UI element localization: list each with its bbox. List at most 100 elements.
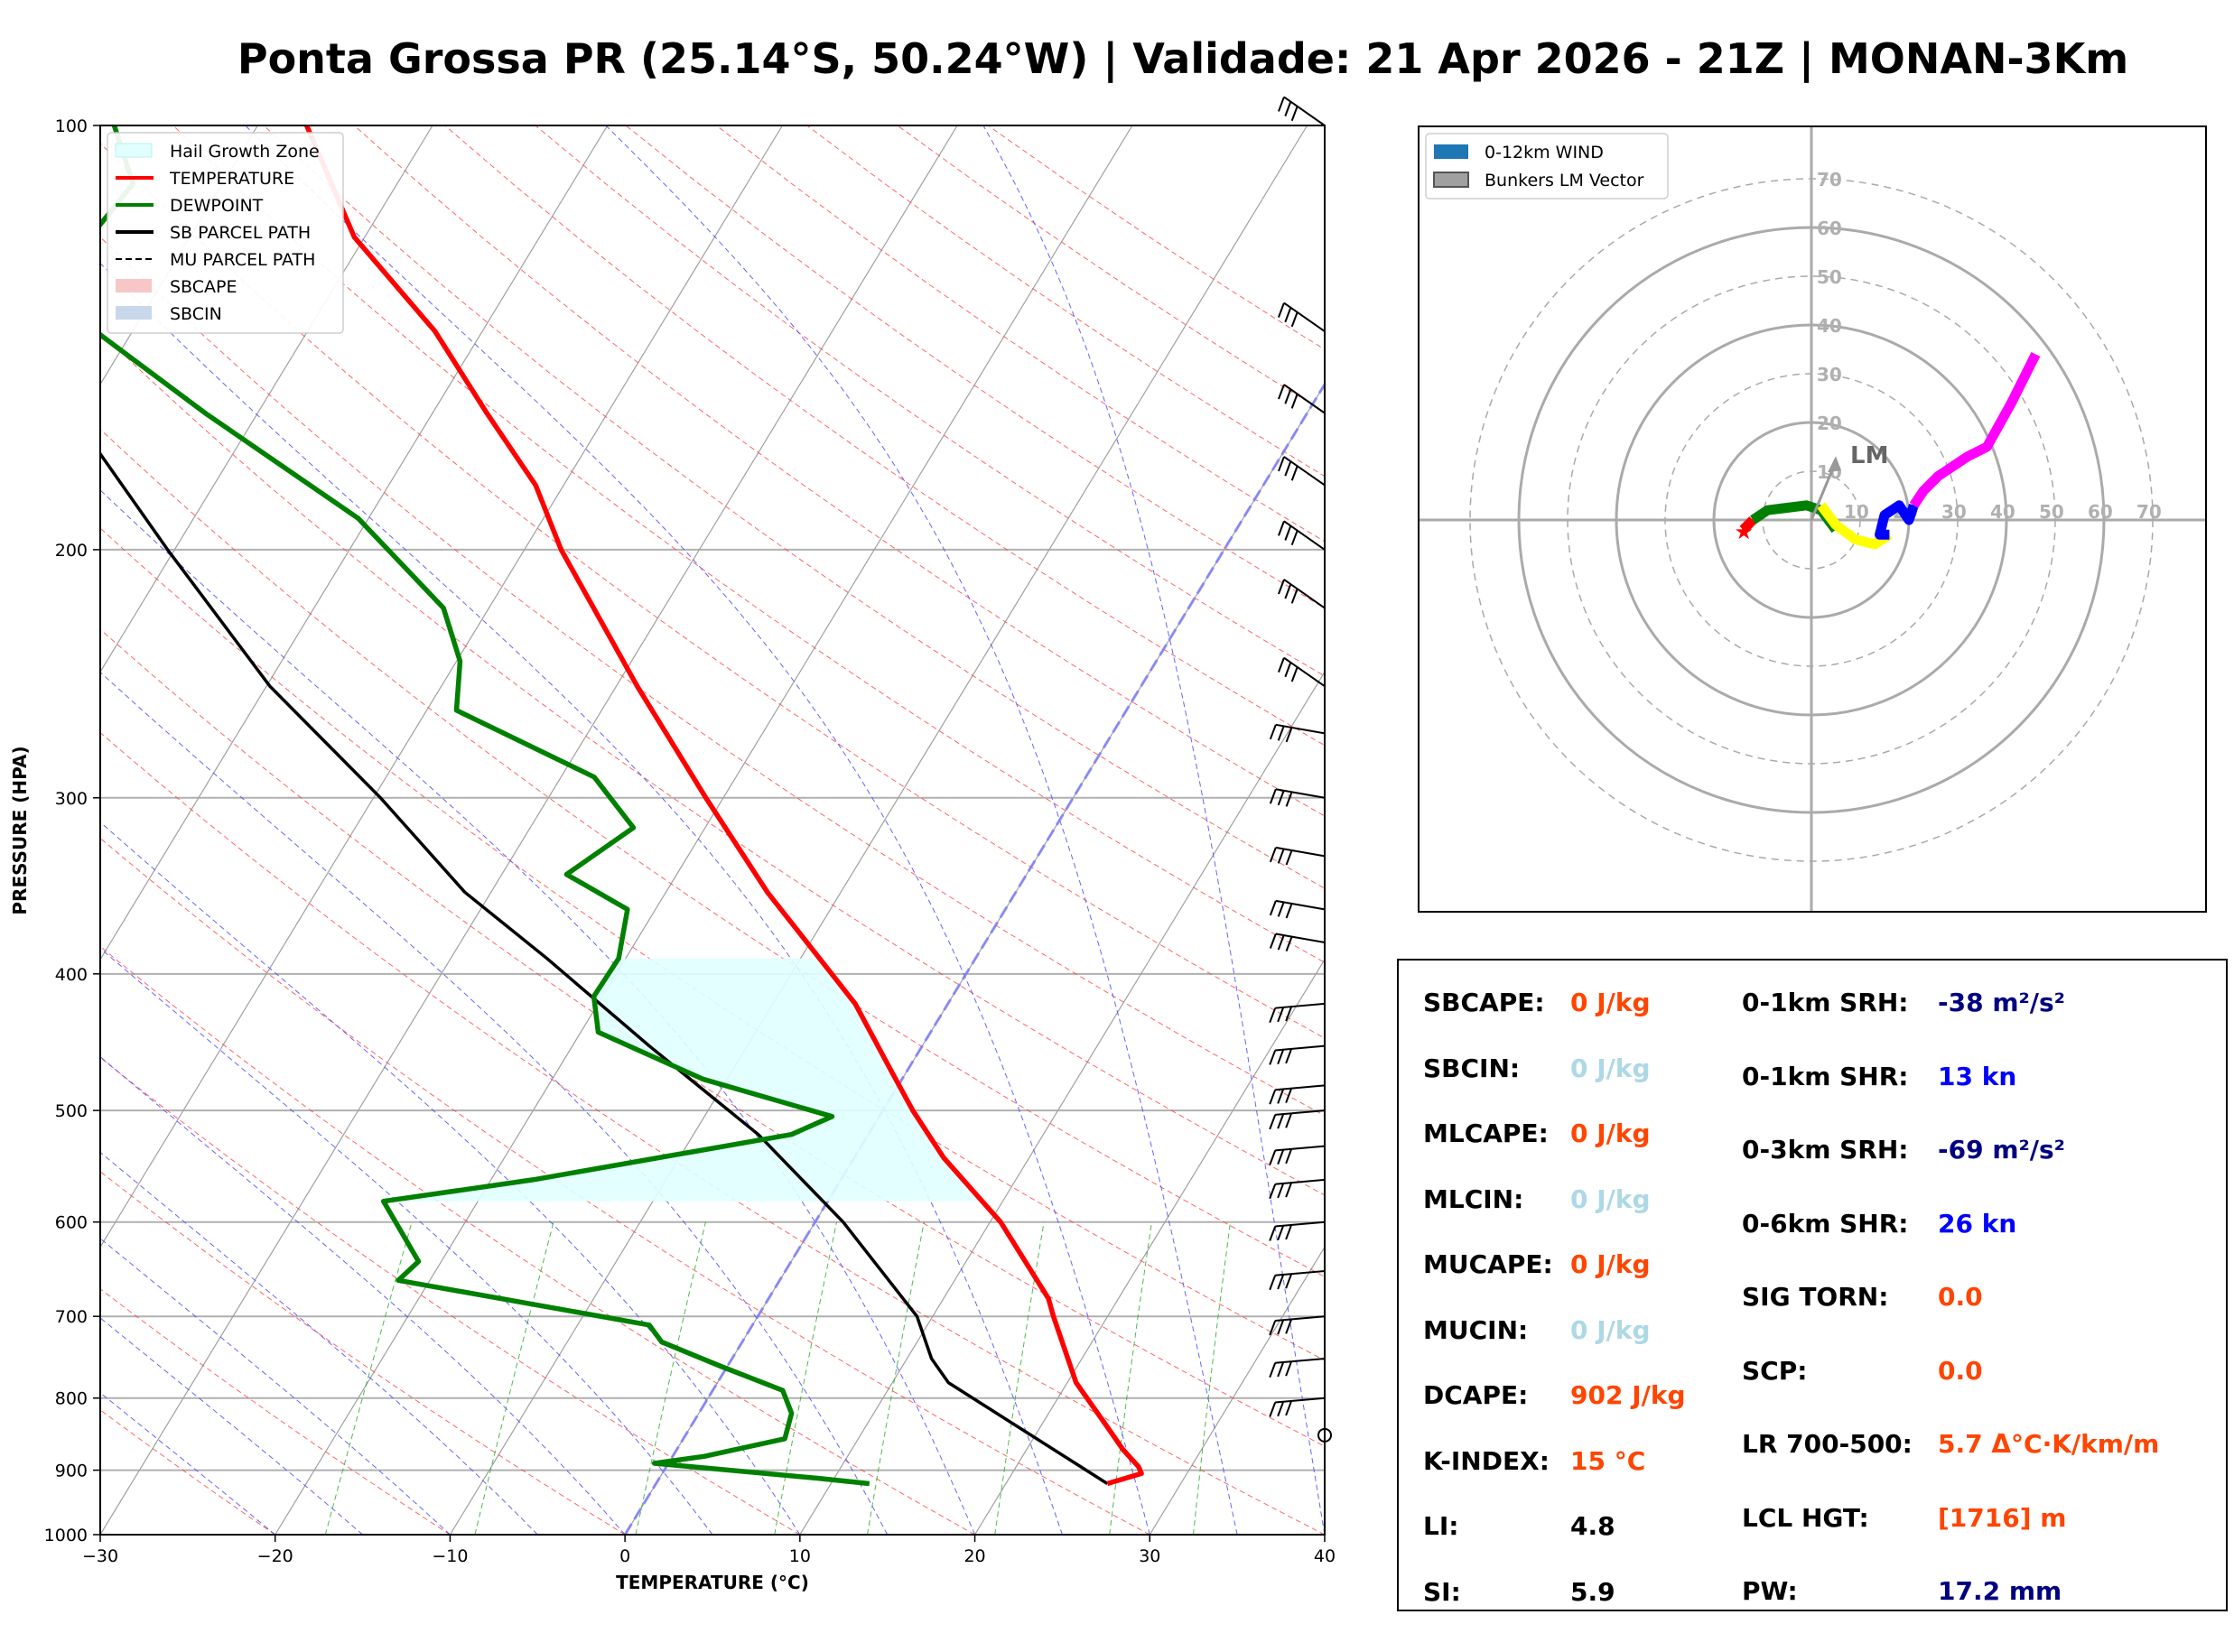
wind-barb — [1278, 302, 1326, 332]
wind-barb-flag — [1269, 1320, 1277, 1336]
wind-barb-flag — [1285, 1273, 1293, 1289]
stat-label: MLCAPE: — [1423, 1118, 1549, 1148]
stat-label: MUCIN: — [1423, 1314, 1529, 1345]
wind-barb-flag — [1277, 1049, 1285, 1065]
wind-barb-staff — [1275, 1178, 1326, 1185]
hodograph-segment — [1909, 351, 2041, 508]
stat-label: K-INDEX: — [1423, 1445, 1550, 1476]
wind-barb-flag — [1277, 902, 1285, 917]
legend-label: SB PARCEL PATH — [170, 223, 311, 243]
moist-adiabat-line — [100, 262, 1063, 1535]
wind-barb-flag — [1277, 1274, 1285, 1290]
wind-barb — [1278, 384, 1326, 414]
moist-adiabat-line — [100, 671, 889, 1535]
lm-label: LM — [1850, 442, 1888, 469]
wind-barb-staff — [1275, 1145, 1326, 1152]
ring-label-x: 40 — [1990, 501, 2015, 523]
legend-label: SBCAPE — [170, 277, 237, 297]
wind-barb-staff — [1275, 1109, 1326, 1116]
wind-barb-staff — [1275, 846, 1326, 858]
stat-value: 17.2 mm — [1938, 1576, 2062, 1606]
hodograph-segment — [1817, 502, 1893, 550]
wind-barb-flag — [1285, 1048, 1293, 1064]
x-tick-label: 40 — [1314, 1546, 1336, 1566]
wind-barb-flag — [1285, 903, 1293, 919]
wind-barb-flag — [1269, 1226, 1277, 1241]
wind-barb — [1269, 1044, 1326, 1065]
moist-adiabat-line — [100, 1317, 363, 1535]
dry-adiabat-line — [100, 1056, 801, 1535]
wind-barb-staff — [1275, 1002, 1326, 1009]
moist-adiabat-line — [100, 821, 801, 1535]
wind-barb-staff — [1275, 1397, 1326, 1404]
wind-barb — [1278, 656, 1326, 688]
wind-barb-staff — [1283, 579, 1326, 609]
wind-barb-flag — [1290, 588, 1299, 604]
stat-value: 0 J/kg — [1570, 1249, 1651, 1279]
stat-value: 0.0 — [1938, 1355, 1983, 1386]
surface-wind-marker: ★ — [1734, 519, 1754, 544]
wind-barb-staff — [1275, 933, 1326, 944]
dry-adiabat-line — [100, 331, 1325, 1196]
wind-barb-flag — [1284, 525, 1292, 541]
chart-title: Ponta Grossa PR (25.14°S, 50.24°W) | Val… — [237, 34, 2129, 83]
wind-barb-flag — [1277, 1401, 1285, 1417]
wind-barb-flag — [1285, 1148, 1293, 1165]
y-tick-label: 700 — [55, 1307, 88, 1327]
y-tick-label: 500 — [55, 1101, 88, 1121]
wind-barb — [1269, 899, 1326, 919]
wind-barb-staff — [1275, 1315, 1326, 1322]
wind-barb-flag — [1285, 1360, 1293, 1377]
wind-barb-flag — [1290, 465, 1299, 481]
wind-barb-flag — [1269, 1150, 1277, 1165]
wind-barb-flag — [1269, 1007, 1277, 1024]
wind-barb-flag — [1290, 530, 1299, 546]
wind-barb — [1269, 723, 1326, 743]
wind-barb-staff — [1275, 899, 1326, 911]
wind-barb-flag — [1277, 849, 1285, 864]
ring-label-x: 30 — [1941, 501, 1967, 523]
y-tick-label: 1000 — [44, 1526, 88, 1545]
wind-barb-flag — [1284, 583, 1292, 599]
legend-swatch — [1433, 172, 1469, 188]
wind-barb — [1269, 1220, 1326, 1241]
wind-barb-staff — [1275, 788, 1326, 799]
wind-barb-flag — [1277, 1225, 1285, 1241]
moist-adiabat-line — [100, 1151, 538, 1535]
stat-value: 0 J/kg — [1570, 988, 1651, 1017]
wind-barb — [1269, 846, 1326, 866]
isotherm-line — [1324, 1533, 1325, 1535]
wind-barb-flag — [1269, 1402, 1277, 1417]
stat-label: 0-1km SRH: — [1742, 988, 1909, 1017]
wind-barb — [1278, 579, 1326, 609]
moist-adiabat-line — [605, 125, 1238, 1535]
wind-barb-staff — [1283, 384, 1326, 414]
legend-box — [107, 132, 344, 334]
wind-barb-flag — [1285, 849, 1293, 866]
dewpoint-line — [100, 125, 870, 1487]
moist-adiabat-line — [982, 125, 1325, 1535]
stat-value: 15 °C — [1570, 1445, 1646, 1476]
hodograph-frame — [1418, 125, 2207, 913]
isotherm-line — [624, 383, 1325, 1535]
dry-adiabat-line — [100, 1171, 626, 1535]
stat-label: PW: — [1742, 1576, 1798, 1606]
ring-label-y: 60 — [1817, 218, 1842, 239]
mixing-ratio-line — [635, 1221, 706, 1535]
ring-label-x: 70 — [2136, 501, 2162, 523]
dry-adiabat-line — [100, 527, 1325, 1361]
stat-label: SCP: — [1742, 1355, 1808, 1386]
wind-barb-staff — [1275, 1084, 1326, 1091]
wind-barb-flag — [1285, 1112, 1293, 1128]
wind-barb-staff — [1275, 1220, 1326, 1228]
ring-label-x: 60 — [2088, 501, 2113, 523]
wind-barb-flag — [1269, 1114, 1277, 1130]
wind-barb-flag — [1277, 726, 1285, 741]
wind-barb-flag — [1284, 388, 1292, 404]
stat-label: 0-1km SHR: — [1742, 1061, 1909, 1091]
mixing-ratio-line — [324, 1221, 413, 1535]
ring-label-x: 10 — [1844, 501, 1869, 523]
wind-barb-flag — [1269, 724, 1277, 740]
wind-barb-flag — [1278, 384, 1285, 400]
isotherm-line — [100, 125, 258, 385]
